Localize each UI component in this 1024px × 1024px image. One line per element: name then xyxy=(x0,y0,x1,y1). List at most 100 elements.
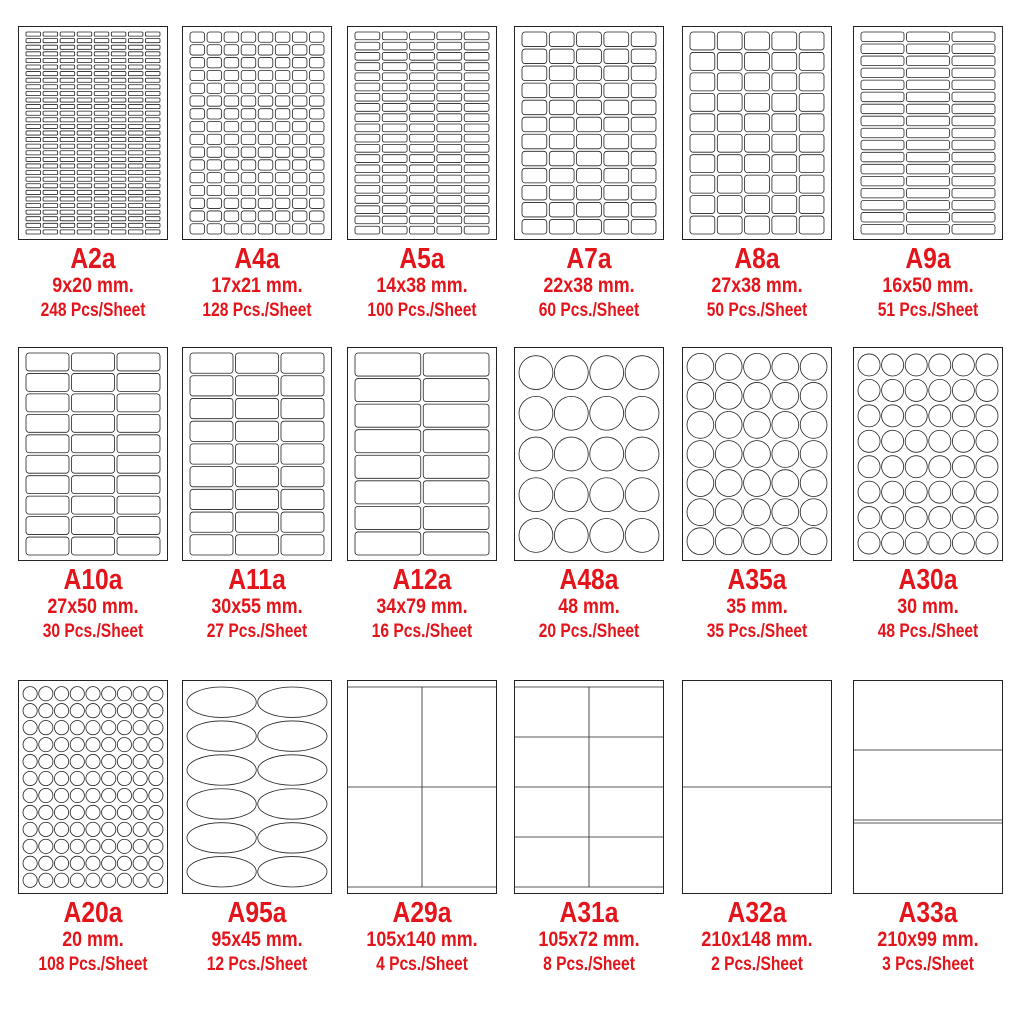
label-cell xyxy=(116,475,161,495)
label-cell xyxy=(145,57,161,63)
label-cell xyxy=(127,163,144,169)
sheet-item-a30a: A30a 30 mm. 48 Pcs./Sheet xyxy=(852,347,1004,645)
label-cell xyxy=(59,183,76,189)
label-cell xyxy=(42,163,59,169)
label-sheet-diagram xyxy=(347,347,497,561)
label-cell xyxy=(860,91,905,103)
label-cell xyxy=(145,38,161,44)
label-cell xyxy=(223,197,240,209)
pieces-per-sheet: 12 Pcs./Sheet xyxy=(206,954,308,975)
pieces-per-sheet: 248 Pcs/Sheet xyxy=(40,300,146,321)
label-cell xyxy=(589,395,625,431)
label-cell xyxy=(881,506,905,530)
label-cell xyxy=(186,822,257,854)
label-cell xyxy=(42,90,59,96)
label-cell xyxy=(799,498,828,526)
label-cell xyxy=(76,31,93,37)
label-cell xyxy=(291,133,308,145)
label-cell xyxy=(59,97,76,103)
label-cell xyxy=(25,143,41,149)
label-cell xyxy=(689,31,716,51)
label-cell xyxy=(274,172,291,184)
label-cell xyxy=(354,454,422,479)
label-cell xyxy=(240,31,257,43)
label-cell xyxy=(22,804,38,820)
label-cell xyxy=(127,170,144,176)
label-cell xyxy=(274,223,291,235)
label-cell xyxy=(145,163,161,169)
label-cell xyxy=(42,110,59,116)
label-cell xyxy=(548,184,575,201)
label-cell xyxy=(110,203,127,209)
label-cell xyxy=(630,99,657,116)
label-cell xyxy=(548,150,575,167)
label-cell xyxy=(189,57,205,69)
label-cell xyxy=(85,771,101,787)
label-cell xyxy=(274,57,291,69)
label-cell xyxy=(206,172,223,184)
label-cell xyxy=(127,203,144,209)
label-cell xyxy=(518,436,554,472)
label-cell xyxy=(951,151,996,163)
label-cell xyxy=(881,480,905,504)
label-cell xyxy=(257,108,274,120)
label-sheet-diagram xyxy=(853,347,1003,561)
label-cell xyxy=(463,184,490,194)
label-cell xyxy=(38,754,54,770)
label-cell xyxy=(257,44,274,56)
label-cell xyxy=(69,804,85,820)
label-cell xyxy=(69,872,85,888)
label-size: 210x99 mm. xyxy=(877,928,979,951)
label-cell xyxy=(463,92,490,102)
label-cell xyxy=(548,133,575,150)
label-cell xyxy=(59,170,76,176)
label-cell xyxy=(145,84,161,90)
label-cell xyxy=(381,52,408,61)
label-cell xyxy=(463,103,490,112)
label-cell xyxy=(354,144,381,153)
label-cell xyxy=(54,754,70,770)
label-cell xyxy=(127,137,144,143)
label-cell xyxy=(798,215,825,235)
label-size: 14x38 mm. xyxy=(376,274,468,297)
label-cell xyxy=(76,57,93,63)
label-cell xyxy=(59,137,76,143)
label-cell xyxy=(110,163,127,169)
sheet-code: A30a xyxy=(898,564,958,596)
label-cell xyxy=(186,720,257,752)
label-cell xyxy=(716,52,743,71)
label-cell xyxy=(69,787,85,803)
label-cell xyxy=(148,872,164,888)
label-cell xyxy=(189,420,234,442)
label-cell xyxy=(189,197,205,209)
label-cell xyxy=(25,352,70,372)
label-cell xyxy=(25,434,70,454)
label-cell xyxy=(38,771,54,787)
label-cell xyxy=(22,686,38,702)
label-cell xyxy=(223,121,240,133)
label-cell xyxy=(25,216,41,222)
sheet-item-a29a: A29a 105x140 mm. 4 Pcs./Sheet xyxy=(346,680,498,978)
label-cell xyxy=(463,164,490,174)
label-cell xyxy=(69,771,85,787)
label-cell xyxy=(85,821,101,837)
label-size: 105x72 mm. xyxy=(538,928,640,951)
label-cell xyxy=(689,174,716,194)
label-cell xyxy=(860,163,905,175)
label-cell xyxy=(436,184,463,194)
label-cell xyxy=(59,222,76,228)
label-cell xyxy=(857,429,881,453)
label-cell xyxy=(110,229,127,235)
label-cell xyxy=(127,90,144,96)
label-cell xyxy=(381,72,408,82)
label-cell xyxy=(975,429,999,453)
label-cell xyxy=(860,200,905,211)
label-cell xyxy=(951,127,996,139)
label-cell xyxy=(110,130,127,136)
label-cell xyxy=(291,69,308,82)
label-cell xyxy=(603,65,630,82)
label-cell xyxy=(116,686,132,702)
label-cell xyxy=(857,404,881,428)
label-cell xyxy=(860,115,905,127)
label-cell xyxy=(59,163,76,169)
